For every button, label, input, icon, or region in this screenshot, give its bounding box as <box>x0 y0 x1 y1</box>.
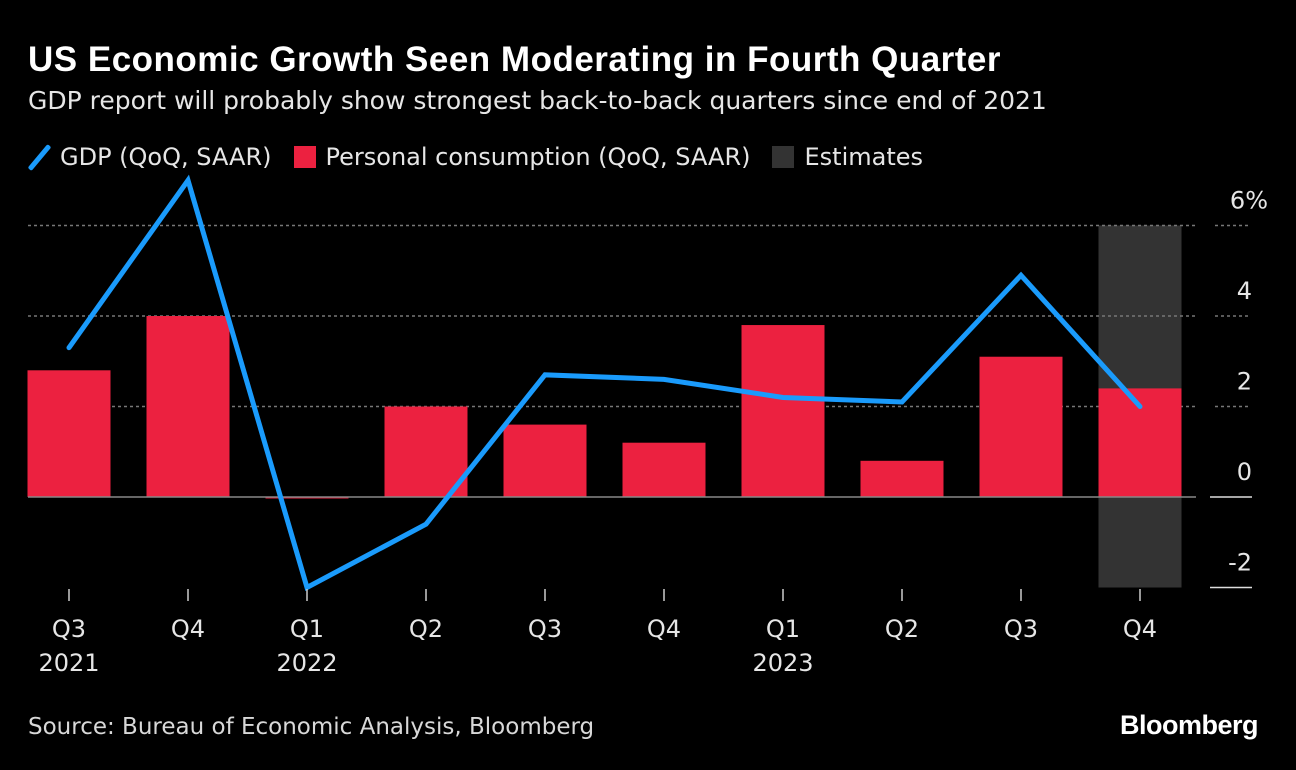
x-tick-label: Q3 <box>528 615 562 643</box>
y-tick-label: 0 <box>1237 458 1252 486</box>
consumption-bar <box>860 460 944 497</box>
x-year-label: 2021 <box>38 649 99 677</box>
consumption-bar <box>384 406 468 497</box>
consumption-bar <box>27 370 111 497</box>
legend-item-estimates: Estimates <box>772 143 923 171</box>
legend-label: Personal consumption (QoQ, SAAR) <box>325 143 751 171</box>
legend-item-gdp: GDP (QoQ, SAAR) <box>28 143 272 171</box>
x-tick-label: Q2 <box>885 615 919 643</box>
legend: GDP (QoQ, SAAR) Personal consumption (Qo… <box>28 143 945 171</box>
x-tick-label: Q4 <box>171 615 205 643</box>
y-tick-label: 4 <box>1237 277 1252 305</box>
x-tick-label: Q3 <box>52 615 86 643</box>
x-tick-label: Q3 <box>1004 615 1038 643</box>
x-year-label: 2022 <box>276 649 337 677</box>
bar-swatch-icon <box>293 146 316 168</box>
x-tick-label: Q4 <box>1123 615 1157 643</box>
x-tick-label: Q1 <box>290 615 324 643</box>
consumption-bar <box>503 424 587 497</box>
consumption-bar <box>979 356 1063 497</box>
legend-item-consumption: Personal consumption (QoQ, SAAR) <box>293 143 751 171</box>
x-year-label: 2023 <box>752 649 813 677</box>
legend-label: GDP (QoQ, SAAR) <box>60 143 272 171</box>
x-tick-label: Q1 <box>766 615 800 643</box>
y-tick-label: 2 <box>1237 368 1252 396</box>
estimate-swatch-icon <box>772 146 795 168</box>
legend-label: Estimates <box>804 143 923 171</box>
source-note: Source: Bureau of Economic Analysis, Blo… <box>28 714 595 740</box>
x-tick-label: Q4 <box>647 615 681 643</box>
x-tick-label: Q2 <box>409 615 443 643</box>
consumption-bar <box>622 442 706 497</box>
y-tick-label: -2 <box>1228 549 1252 577</box>
consumption-bar <box>741 325 825 497</box>
bloomberg-logo: Bloomberg <box>1119 710 1259 740</box>
chart-title: US Economic Growth Seen Moderating in Fo… <box>28 40 1002 79</box>
chart-subtitle: GDP report will probably show strongest … <box>28 86 1047 115</box>
consumption-bar <box>146 316 230 497</box>
gdp-line <box>66 174 1143 592</box>
y-tick-label: 6% <box>1230 187 1268 215</box>
